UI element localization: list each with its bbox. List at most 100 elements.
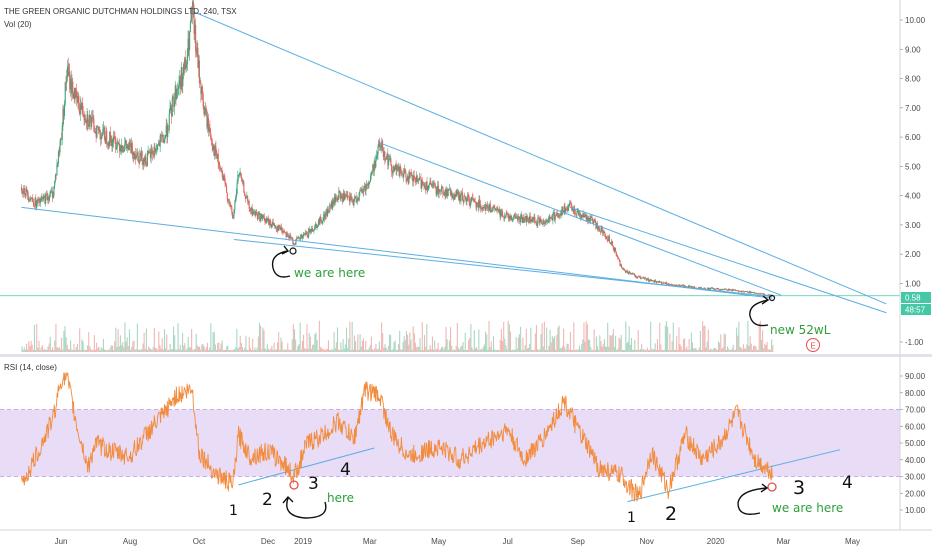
candle-body bbox=[349, 196, 351, 202]
candle-body bbox=[261, 214, 263, 219]
candle-body bbox=[137, 156, 139, 162]
price-trendline[interactable] bbox=[233, 239, 773, 298]
time-tick-label: 2020 bbox=[707, 537, 725, 546]
volume-bar bbox=[624, 349, 626, 352]
earnings-marker[interactable]: E bbox=[811, 342, 816, 351]
candle-body bbox=[73, 93, 75, 100]
symbol-title[interactable]: THE GREEN ORGANIC DUTCHMAN HOLDINGS LTD,… bbox=[4, 7, 237, 16]
volume-bar bbox=[348, 338, 350, 352]
candle-body bbox=[602, 231, 604, 234]
candle-body bbox=[229, 202, 231, 204]
volume-bar bbox=[526, 348, 528, 352]
volume-bar bbox=[682, 339, 685, 352]
volume-bar bbox=[431, 336, 434, 352]
volume-bar bbox=[610, 336, 612, 352]
volume-bar bbox=[323, 349, 325, 352]
candle-body bbox=[442, 187, 444, 195]
candle-body bbox=[388, 159, 390, 161]
volume-bar bbox=[589, 339, 591, 352]
candle-body bbox=[752, 292, 754, 293]
candle-body bbox=[233, 209, 235, 216]
annotation-text: new 52wL bbox=[770, 323, 831, 337]
candle-body bbox=[740, 291, 742, 293]
candle-body bbox=[554, 216, 556, 221]
price-trendline[interactable] bbox=[192, 10, 887, 305]
volume-bar bbox=[665, 321, 668, 352]
candle-body bbox=[730, 289, 732, 291]
candle-body bbox=[315, 223, 317, 228]
candle-body bbox=[660, 281, 663, 284]
candle-body bbox=[351, 197, 353, 201]
rsi-trendline[interactable] bbox=[627, 449, 841, 503]
price-tick-label: 9.00 bbox=[905, 45, 921, 54]
candle-body bbox=[42, 198, 44, 200]
volume-bar bbox=[76, 343, 78, 352]
rsi-axis[interactable]: 90.0080.0070.0060.0050.0040.0030.0020.00… bbox=[900, 372, 926, 515]
price-trendline[interactable] bbox=[569, 206, 887, 314]
volume-bar bbox=[272, 350, 274, 352]
volume-bar bbox=[598, 349, 600, 352]
pane-separator[interactable] bbox=[0, 354, 932, 357]
volume-bar bbox=[523, 349, 525, 352]
volume-bar bbox=[299, 322, 301, 352]
candle-body bbox=[641, 277, 643, 279]
volume-bar bbox=[366, 349, 368, 352]
candle-body bbox=[681, 285, 683, 286]
rsi-trendline[interactable] bbox=[238, 447, 375, 486]
price-trendline[interactable] bbox=[379, 142, 782, 296]
candle-body bbox=[706, 288, 709, 290]
candle-body bbox=[506, 213, 508, 215]
price-axis[interactable]: 10.009.008.007.006.005.004.003.002.001.0… bbox=[900, 16, 926, 347]
candle-body bbox=[555, 215, 557, 217]
volume-bar bbox=[771, 339, 773, 352]
time-tick-label: Dec bbox=[261, 537, 275, 546]
candle-body bbox=[559, 213, 562, 216]
candle-body bbox=[684, 285, 686, 287]
candle-body bbox=[96, 126, 98, 138]
candle-body bbox=[415, 175, 418, 182]
candle-body bbox=[618, 258, 620, 261]
candle-body bbox=[569, 203, 571, 204]
time-axis[interactable]: Jun Aug Oct Dec 2019 Mar May Jul Sep Nov 2020 Mar Ma… bbox=[55, 537, 860, 546]
candle-body bbox=[314, 223, 317, 227]
candle-body bbox=[488, 207, 490, 211]
candle-body bbox=[87, 114, 89, 125]
candle-body bbox=[224, 178, 226, 184]
candle-body bbox=[226, 192, 228, 200]
volume-bar bbox=[600, 341, 602, 352]
volume-bar bbox=[217, 343, 219, 352]
volume-bar bbox=[222, 349, 224, 352]
candle-body bbox=[467, 194, 469, 198]
candle-body bbox=[75, 88, 77, 91]
candle-body bbox=[595, 222, 597, 228]
volume-bar bbox=[698, 347, 700, 352]
candle-body bbox=[97, 126, 99, 130]
candle-body bbox=[749, 291, 751, 293]
volume-bar bbox=[483, 344, 486, 352]
count-1: 1 bbox=[627, 510, 636, 526]
candle-body bbox=[106, 130, 108, 145]
volume-bar bbox=[347, 348, 349, 352]
volume-bar bbox=[464, 332, 466, 352]
candle-body bbox=[480, 204, 482, 209]
candle-body bbox=[622, 268, 624, 270]
volume-bar bbox=[585, 321, 587, 352]
earnings-marker-circle[interactable] bbox=[806, 338, 820, 352]
volume-indicator-label[interactable]: Vol (20) bbox=[4, 20, 32, 29]
candle-body bbox=[366, 183, 368, 189]
candle-body bbox=[64, 82, 66, 104]
rsi-indicator-label[interactable]: RSI (14, close) bbox=[4, 363, 57, 372]
candle-body bbox=[344, 194, 346, 200]
candle-body bbox=[578, 214, 580, 216]
annotation-curved-arrow bbox=[271, 250, 291, 278]
candle-body bbox=[551, 217, 553, 221]
candle-body bbox=[149, 152, 151, 158]
candle-body bbox=[126, 146, 128, 149]
volume-bar bbox=[48, 343, 50, 352]
volume-bar bbox=[743, 348, 746, 352]
volume-bar bbox=[229, 349, 231, 352]
candle-body bbox=[50, 191, 52, 193]
volume-bar bbox=[470, 323, 472, 352]
candle-body bbox=[690, 286, 692, 288]
volume-bar bbox=[296, 349, 298, 352]
